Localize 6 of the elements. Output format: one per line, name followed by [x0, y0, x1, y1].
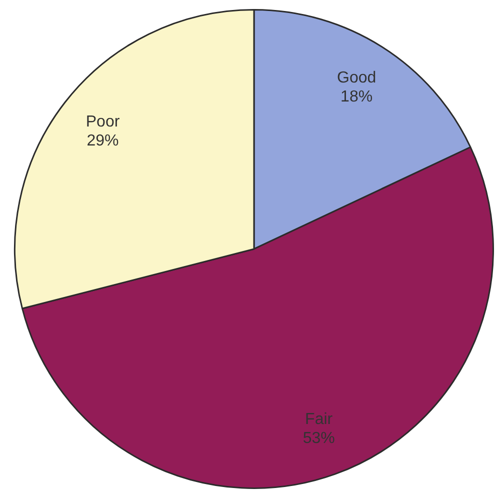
- data-label: 18%: [340, 88, 373, 106]
- data-label: 29%: [86, 132, 119, 150]
- slice-label: Poor: [86, 114, 120, 131]
- slice-label: Good: [336, 69, 376, 86]
- data-label: 53%: [302, 430, 335, 447]
- slice-label: Fair: [305, 410, 334, 428]
